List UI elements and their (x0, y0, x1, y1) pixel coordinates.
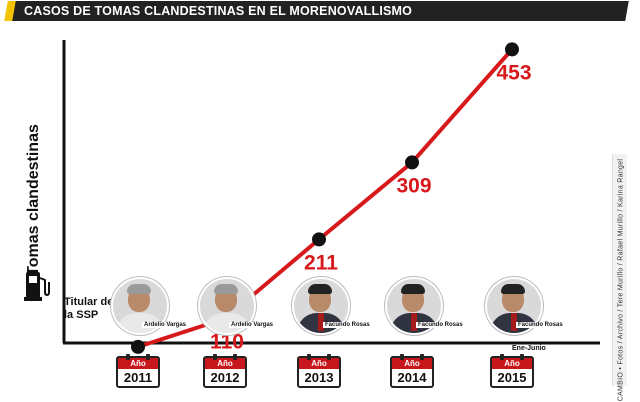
year-calendar: Año 2011 (116, 354, 160, 388)
data-point (405, 155, 419, 170)
data-label: 110 (210, 331, 244, 354)
official-photo (292, 277, 350, 335)
data-label: 211 (304, 251, 338, 274)
official-name: Ardelio Vargas (142, 322, 189, 328)
year-calendar: Año 2012 (203, 354, 247, 388)
year-value: 2015 (497, 370, 527, 385)
year-value: 2014 (397, 370, 427, 385)
title-banner: CASOS DE TOMAS CLANDESTINAS EN EL MORENO… (0, 0, 640, 22)
data-point (312, 232, 326, 247)
ssp-row-label: Titular de la SSP (64, 296, 114, 321)
year-calendar: Año 2013 (297, 354, 341, 388)
year-prefix: Año (392, 358, 432, 369)
official-photo (111, 277, 169, 335)
y-axis-label: Tomas clandestinas (25, 124, 42, 276)
period-note: Ene-Junio (512, 345, 546, 352)
year-value: 2012 (210, 370, 240, 385)
official-name: Facundo Rosas (516, 322, 565, 328)
fuel-pump-icon (24, 272, 50, 301)
year-prefix: Año (299, 358, 339, 369)
data-point (505, 42, 519, 57)
photo-credit: CAMBIO • Fotos / Archivo / Tere Murillo … (617, 158, 625, 402)
data-label: 309 (396, 174, 431, 197)
year-value: 2013 (304, 370, 334, 385)
year-prefix: Año (492, 358, 532, 369)
official-name: Facundo Rosas (323, 322, 372, 328)
official-photo (385, 277, 443, 335)
official-name: Ardelio Vargas (229, 322, 276, 328)
year-prefix: Año (118, 358, 158, 369)
data-point (131, 339, 145, 354)
data-label: 453 (496, 61, 531, 84)
year-value: 2011 (123, 370, 153, 385)
year-calendar: Año 2015 (490, 354, 534, 388)
official-name: Facundo Rosas (416, 322, 465, 328)
credit-box (612, 154, 627, 386)
year-prefix: Año (205, 358, 245, 369)
chart-title: CASOS DE TOMAS CLANDESTINAS EN EL MORENO… (24, 4, 413, 18)
year-calendar: Año 2014 (390, 354, 434, 388)
